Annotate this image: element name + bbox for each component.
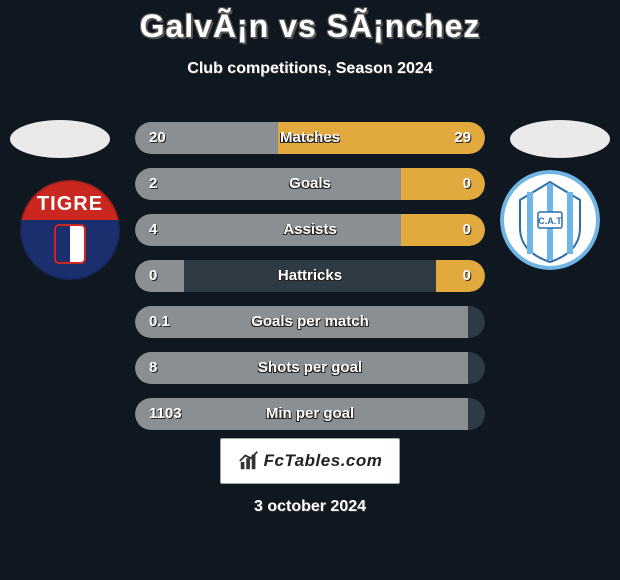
- stat-bar: Shots per goal8: [135, 352, 485, 384]
- player-left-oval: [10, 120, 110, 158]
- watermark: FcTables.com: [220, 438, 400, 484]
- stat-value-left: 8: [149, 352, 157, 384]
- stat-label: Min per goal: [135, 398, 485, 430]
- stat-label: Goals: [135, 168, 485, 200]
- chart-icon: [238, 450, 260, 472]
- stat-label: Assists: [135, 214, 485, 246]
- stat-bars: Matches2029Goals20Assists40Hattricks00Go…: [135, 122, 485, 444]
- stat-value-right: 0: [463, 214, 471, 246]
- stat-bar: Matches20 29: [135, 122, 485, 154]
- page-title: GalvÃ¡n vs SÃ¡nchez: [0, 8, 620, 45]
- stat-bar: Goals per match0.1: [135, 306, 485, 338]
- stat-bar: Assists4 0: [135, 214, 485, 246]
- svg-text:TIGRE: TIGRE: [37, 193, 103, 215]
- player-right-oval: [510, 120, 610, 158]
- stat-value-left: 2: [149, 168, 157, 200]
- stat-label: Shots per goal: [135, 352, 485, 384]
- stat-value-left: 1103: [149, 398, 182, 430]
- stat-label: Goals per match: [135, 306, 485, 338]
- date-text: 3 october 2024: [0, 498, 620, 516]
- stat-value-right: 0: [463, 168, 471, 200]
- atletico-tucuman-crest-icon: C.A.T: [500, 170, 600, 270]
- subtitle: Club competitions, Season 2024: [0, 60, 620, 78]
- stat-value-left: 0: [149, 260, 157, 292]
- stat-label: Matches: [135, 122, 485, 154]
- tigre-crest-icon: TIGRE: [20, 180, 120, 280]
- stat-value-left: 20: [149, 122, 166, 154]
- comparison-card: GalvÃ¡n vs SÃ¡nchez Club competitions, S…: [0, 0, 620, 580]
- stat-bar: Min per goal1103: [135, 398, 485, 430]
- svg-text:C.A.T: C.A.T: [538, 216, 562, 226]
- stat-bar: Goals2 0: [135, 168, 485, 200]
- stat-label: Hattricks: [135, 260, 485, 292]
- stat-value-right: 0: [463, 260, 471, 292]
- stat-bar: Hattricks0 0: [135, 260, 485, 292]
- stat-value-right: 29: [454, 122, 471, 154]
- stat-value-left: 4: [149, 214, 157, 246]
- watermark-text: FcTables.com: [264, 451, 383, 471]
- stat-value-left: 0.1: [149, 306, 170, 338]
